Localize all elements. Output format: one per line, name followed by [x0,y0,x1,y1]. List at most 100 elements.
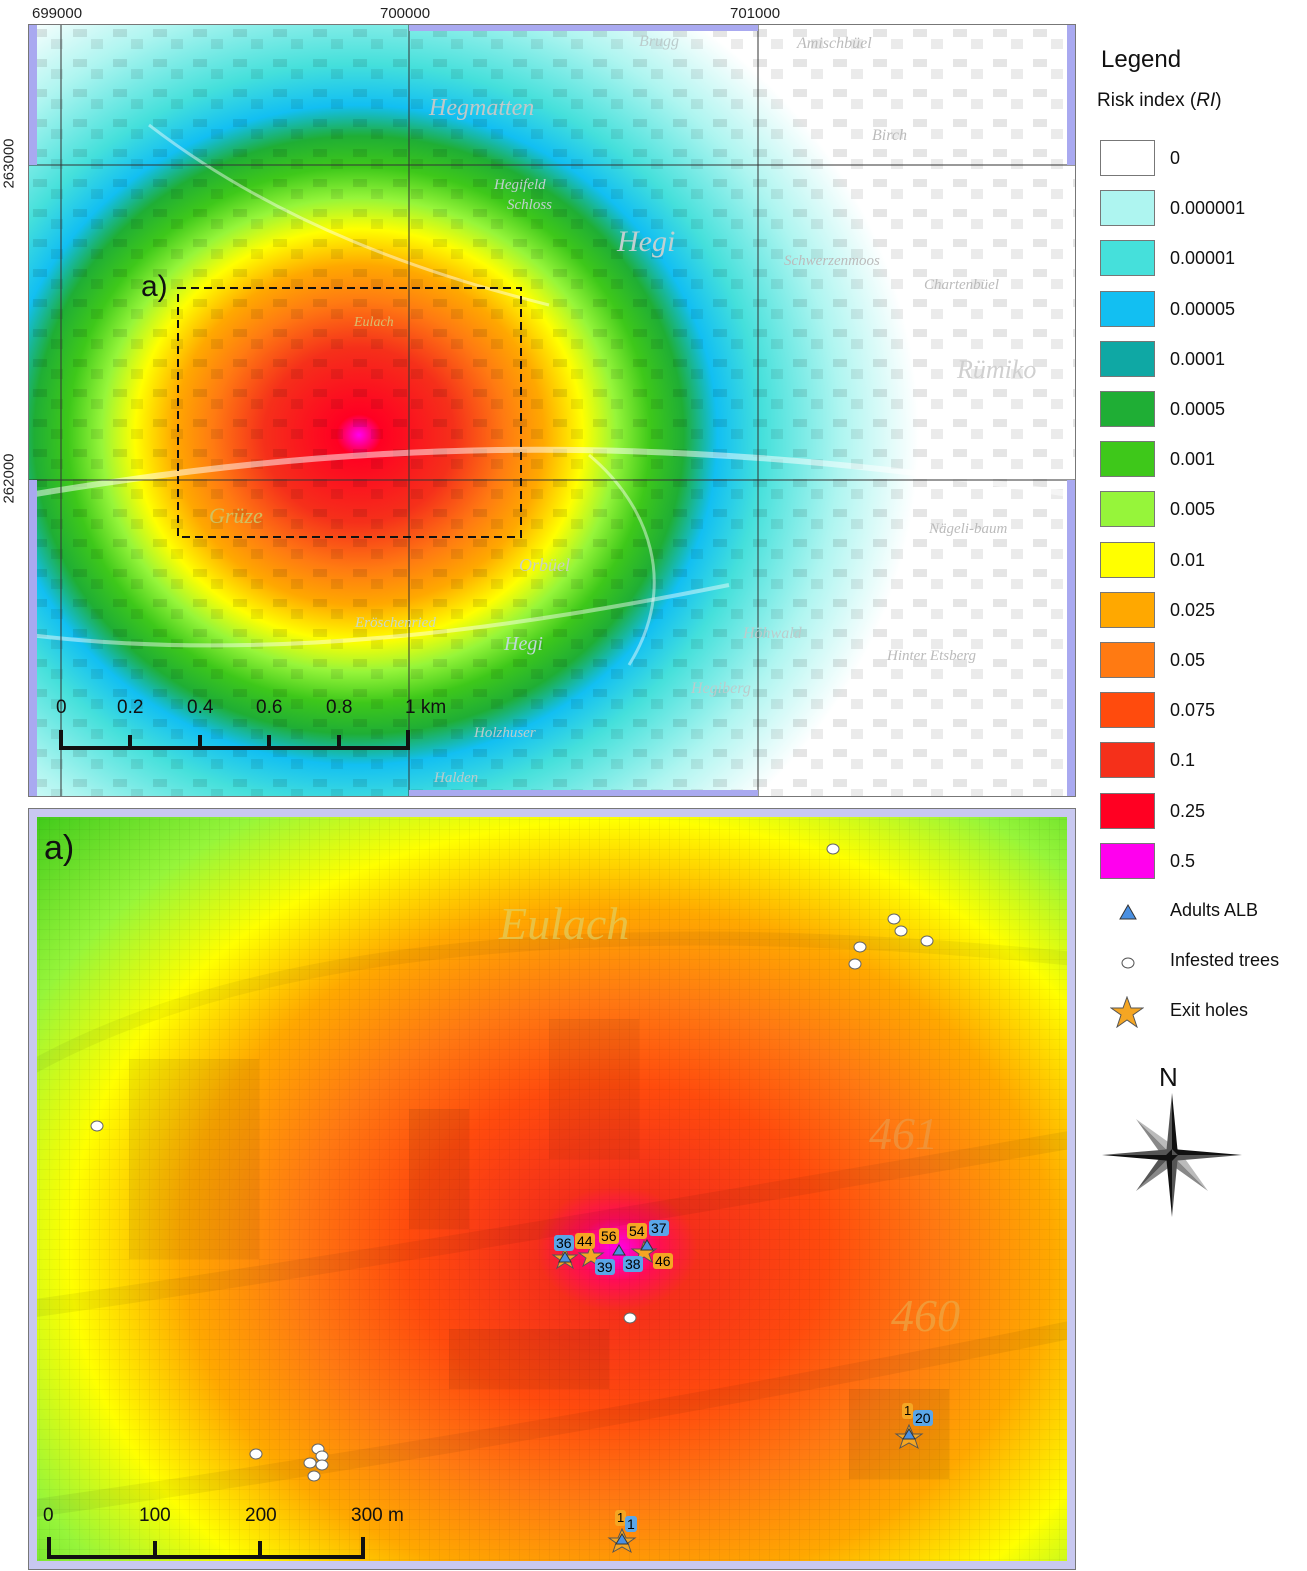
legend-swatch [1100,240,1155,277]
x-tick-700000: 700000 [380,5,431,22]
adults-alb [558,1239,916,1545]
scale-label-02: 0.2 [117,697,144,718]
inset-label-bottom: a) [44,829,75,867]
y-tick-262000: 262000 [0,453,18,504]
legend-class-row: 0.25 [1100,792,1300,831]
place-gruze: Grüze [209,503,263,528]
legend-subtitle-var: RI [1196,90,1216,111]
legend-class-row: 0.025 [1100,591,1300,630]
legend-class-row: 0.5 [1100,842,1300,881]
legend-class-row: 0 [1100,140,1300,178]
x-tick-701000: 701000 [730,5,781,22]
cluster-label-39: 39 [595,1259,615,1275]
legend-class-row: 0.075 [1100,692,1300,730]
legend-class-row: 0.05 [1100,642,1300,680]
legend-class-label: 0.0001 [1170,348,1226,369]
cluster-label-54: 54 [627,1223,647,1239]
cluster-label-46: 46 [653,1253,673,1269]
legend-class-label: 0.25 [1170,800,1206,821]
legend-class-row: 0.005 [1100,491,1300,529]
legend-class-label: 0.025 [1170,599,1216,620]
legend-swatch [1100,190,1155,227]
place-schwerzenmoos: Schwerzenmoos [784,253,880,269]
place-eulach: Eulach [354,315,394,330]
place-hinter-etsberg: Hinter Etsberg [887,648,977,664]
y-tick-263000: 263000 [0,138,18,189]
place-halden: Halden [434,770,479,786]
legend-class-label: 0.0005 [1170,399,1226,419]
legend-adults: Adults ALB [1110,898,1307,928]
legend-swatch [1100,692,1155,729]
legend-class-row: 0.0001 [1100,340,1300,379]
circle-icon [1121,957,1135,969]
legend-exit-holes: Exit holes [1110,996,1307,1028]
legend-infested-trees: Infested trees [1110,948,1307,978]
legend-swatch [1100,391,1155,427]
legend-class-row: 0.00005 [1100,290,1300,329]
legend-subtitle-suffix: ) [1215,90,1222,111]
legend-class-label: 0.075 [1170,700,1216,721]
legend-class-label: 0.1 [1170,750,1196,771]
legend-swatch [1100,140,1155,176]
s-label-1-exit: 1 [615,1510,627,1526]
place-amischbuel: Amischbüel [797,35,872,52]
legend-class-row: 0.1 [1100,742,1300,780]
scale-label-0: 0 [56,697,67,718]
legend-class-row: 0.0005 [1100,391,1300,429]
infested-trees [90,843,934,1482]
legend-swatch [1100,742,1155,779]
legend-swatch [1100,340,1155,377]
north-label: N [1159,1062,1178,1092]
place-orbuel: Orbüel [519,555,570,575]
legend-class-label: 0.005 [1170,499,1216,520]
legend-swatch [1100,591,1155,628]
scale-label-m100: 100 [139,1505,171,1526]
cluster-label-36: 36 [554,1235,574,1251]
place-birch: Birch [872,127,907,144]
legend-swatch [1100,541,1155,578]
scale-label-m300: 300 m [351,1505,404,1526]
place-brugg: Brugg [639,33,679,50]
legend-class-row: 0.000001 [1100,190,1300,228]
legend-swatch [1100,290,1155,327]
compass-rose-icon [1102,1093,1242,1217]
legend-class-label: 0.001 [1170,449,1216,470]
detail-risk-map[interactable]: Eulach 461 460 a) 36 44 56 54 37 39 38 4… [28,808,1076,1570]
legend-infested-trees-label: Infested trees [1170,950,1280,970]
legend-class-label: 0.00001 [1170,248,1236,269]
legend-class-row: 0.00001 [1100,240,1300,278]
place-hegiberg: Hegiberg [691,680,751,697]
legend-swatch [1100,792,1155,829]
place-naegelibaum: Nägeli-baum [929,521,1008,537]
detail-risk-map-svg [29,809,1075,1569]
overview-risk-map-svg [29,25,1075,796]
place-hoehwald: Höhwald [743,625,802,642]
legend-class-row: 0.001 [1100,441,1300,479]
cluster-label-37: 37 [649,1220,669,1236]
legend-class-label: 0.05 [1170,650,1206,670]
cluster-label-56: 56 [599,1228,619,1244]
legend-title: Legend [1101,46,1182,73]
scale-label-m0: 0 [43,1505,54,1526]
legend-class-label: 0.5 [1170,850,1196,871]
place-hegmatten: Hegmatten [429,95,535,121]
scale-label-1km: 1 km [405,697,447,718]
place-eroeschenried: Eröschenried [355,615,436,631]
place-hegifeld: Hegifeld [494,177,546,193]
place-461: 461 [869,1108,938,1159]
legend-swatch [1100,441,1155,478]
triangle-icon [1119,903,1137,920]
legend-swatch [1100,491,1155,528]
legend-class-label: 0.00005 [1170,298,1236,319]
place-chartenbuel: Chartenbüel [924,277,999,293]
se-label-20: 20 [913,1410,933,1426]
s-label-1-adult: 1 [625,1516,637,1532]
place-hegi-south: Hegi [504,633,543,655]
place-rumiko: Rümiko [957,355,1037,384]
overview-risk-map[interactable]: Hegmatten Hegi Rümiko Grüze Orbüel Hegi … [28,24,1076,797]
place-eulach-detail: Eulach [499,898,630,949]
legend-swatch [1100,642,1155,678]
place-460: 460 [891,1290,960,1341]
legend-class-label: 0.01 [1170,549,1206,570]
place-schloss: Schloss [507,197,552,213]
